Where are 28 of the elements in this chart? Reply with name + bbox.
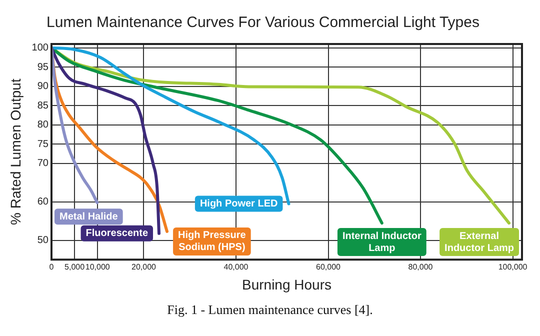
x-tick-label: 5,000 — [64, 262, 86, 272]
y-tick-label: 75 — [37, 138, 49, 150]
series-label: High Power LED — [200, 198, 278, 210]
y-tick-label: 95 — [37, 62, 49, 73]
x-tick-label: 40,000 — [224, 262, 249, 272]
line-series — [51, 46, 99, 204]
y-tick-label: 100 — [32, 42, 49, 54]
series-label: High Pressure Sodium (HPS) — [178, 230, 246, 254]
y-tick-label: 50 — [37, 235, 49, 246]
caption: Fig. 1 - Lumen maintenance curves [4]. — [166, 302, 374, 318]
series-label: Fluorescente — [86, 228, 148, 240]
series-label: Internal Inductor Lamp — [342, 230, 422, 254]
x-tick-label: 10,000 — [85, 262, 110, 272]
y-tick-label: 60 — [37, 196, 49, 208]
x-tick-label: 20,000 — [132, 262, 157, 272]
y-tick-label: 90 — [37, 81, 49, 92]
series-label: Metal Halide — [59, 211, 118, 222]
x-tick-label: 60,000 — [316, 262, 342, 272]
y-axis-title: % Rated Lumen Output — [7, 78, 24, 225]
y-tick-label: 80 — [37, 120, 49, 131]
x-tick-label: 80,000 — [408, 262, 434, 272]
y-tick-label: 70 — [37, 158, 49, 170]
y-tick-label: 85 — [37, 100, 49, 112]
series-label: External Inductor Lamp — [444, 230, 514, 254]
x-axis-title: Burning Hours — [242, 276, 332, 292]
x-tick-label: 0 — [49, 262, 54, 272]
x-tick-label: 100,000 — [498, 262, 528, 272]
chart-title: Lumen Maintenance Curves For Various Commercial Light Types — [46, 14, 480, 32]
